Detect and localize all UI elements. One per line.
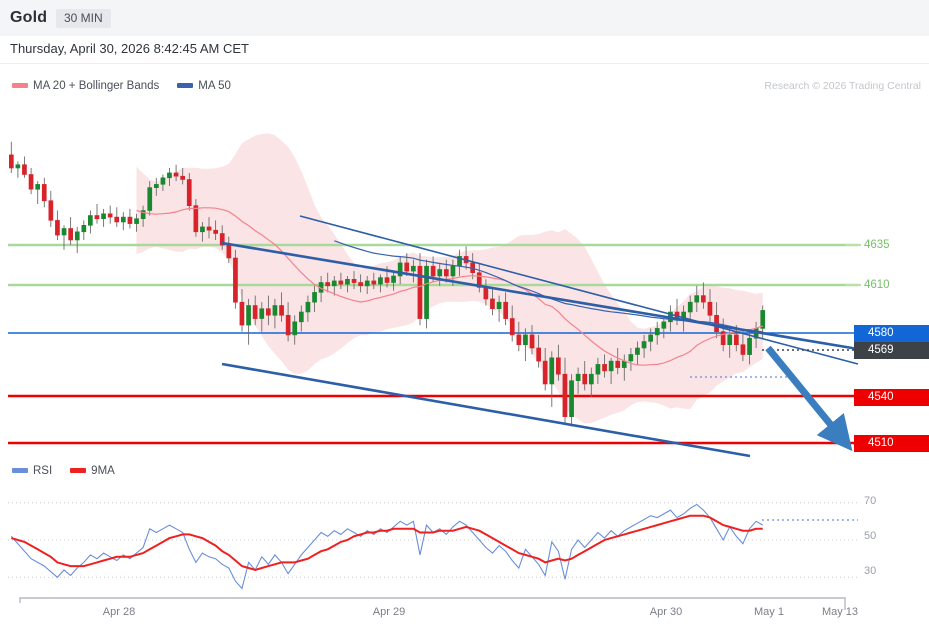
rsi-chart <box>8 502 858 590</box>
bearish-projection-arrow <box>765 345 853 452</box>
price-tag-4510[interactable]: 4510 <box>854 435 929 452</box>
price-tag-4610[interactable]: 4610 <box>864 279 890 291</box>
price-legend: MA 20 + Bollinger Bands MA 50 <box>12 80 249 92</box>
axis-label-may-13: May 13 <box>821 606 859 618</box>
trend-lines <box>221 215 859 458</box>
axis-label-apr-28: Apr 28 <box>102 606 136 618</box>
axis-label-may-1: May 1 <box>754 606 784 618</box>
quote-datetime: Thursday, April 30, 2026 8:42:45 AM CET <box>10 41 249 56</box>
last-price-dotted-line <box>690 349 858 378</box>
rsi-swatch-icon <box>12 467 28 473</box>
level-stub-4610 <box>845 284 861 286</box>
candlesticks <box>9 141 766 427</box>
title-bar <box>0 0 929 37</box>
ma50-swatch-icon <box>177 82 194 88</box>
symbol-label: Gold <box>10 9 48 26</box>
axis-label-apr-29: Apr 29 <box>372 606 406 618</box>
rsi-reference-lines <box>8 502 858 578</box>
timeframe-badge[interactable]: 30 MIN <box>56 9 111 28</box>
date-bar <box>0 36 929 64</box>
time-axis <box>19 597 846 610</box>
ma20-line <box>136 207 763 366</box>
price-tag-4540[interactable]: 4540 <box>854 389 929 406</box>
rsi-label-30: 30 <box>864 565 877 577</box>
price-tag-4635[interactable]: 4635 <box>864 239 890 251</box>
ma9-swatch-icon <box>70 467 87 473</box>
axis-label-apr-30: Apr 30 <box>649 606 683 618</box>
price-tag-4569-last[interactable]: 4569 <box>854 342 929 359</box>
watermark: Research © 2026 Trading Central <box>764 80 921 92</box>
ma20-bollinger-label: MA 20 + Bollinger Bands <box>33 80 160 92</box>
price-chart <box>8 133 859 458</box>
bollinger-band-area <box>136 133 763 424</box>
level-stub-4635 <box>845 244 861 246</box>
ma9-label: 9MA <box>91 465 115 477</box>
price-tag-4580[interactable]: 4580 <box>854 325 929 342</box>
rsi-label-50: 50 <box>864 530 877 542</box>
rsi-line <box>10 503 763 590</box>
rsi-legend: RSI 9MA <box>12 465 133 477</box>
rsi-label: RSI <box>33 465 53 477</box>
rsi-ma9-line <box>11 514 763 571</box>
rsi-label-70: 70 <box>864 495 877 507</box>
ma20-bollinger-swatch-icon <box>12 82 28 88</box>
ma50-label: MA 50 <box>198 80 231 92</box>
